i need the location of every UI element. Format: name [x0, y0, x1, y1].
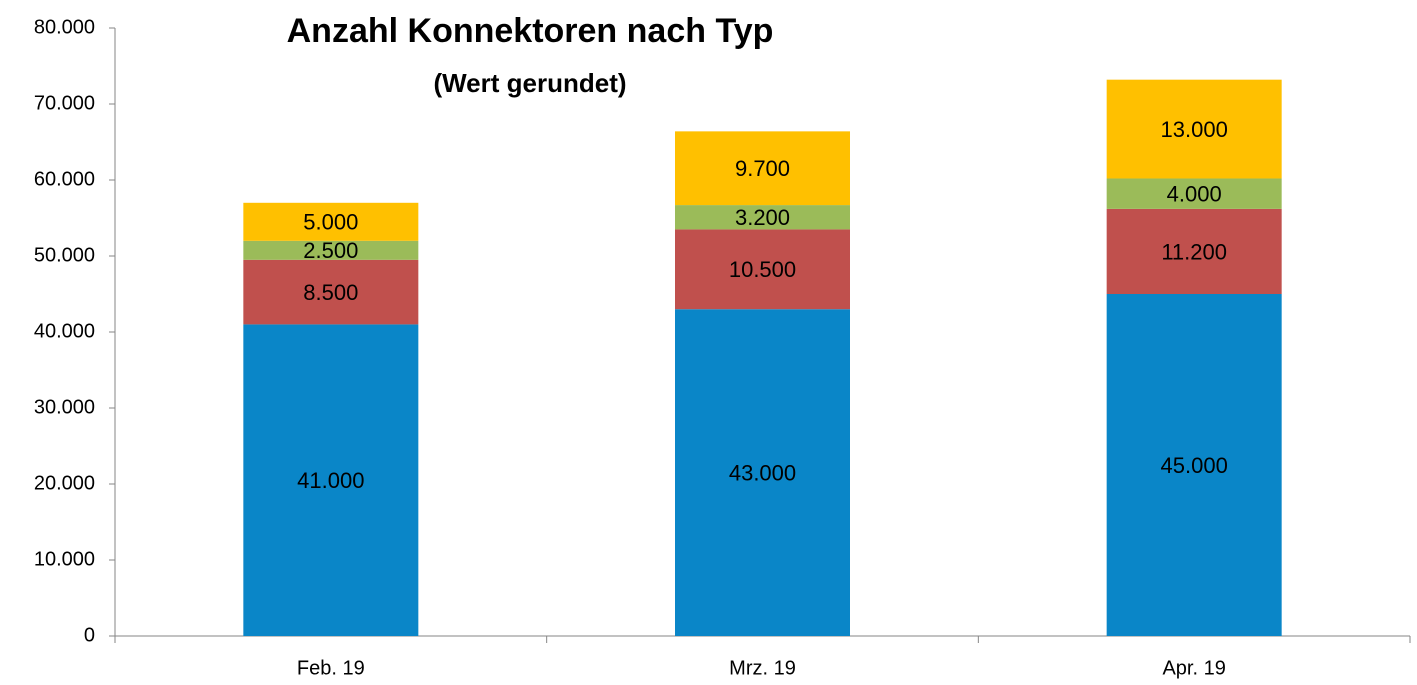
- data-label: 43.000: [729, 460, 796, 485]
- x-tick-label: Mrz. 19: [729, 657, 796, 679]
- x-tick-label: Feb. 19: [297, 657, 365, 679]
- y-tick-label: 10.000: [34, 548, 95, 570]
- data-label: 4.000: [1167, 181, 1222, 206]
- bar-segment: [1106, 178, 1282, 209]
- y-tick-label: 40.000: [34, 320, 95, 342]
- bar-segment: [1106, 208, 1282, 294]
- y-tick-label: 0: [84, 624, 95, 646]
- bar-segment: [675, 205, 850, 230]
- data-label: 9.700: [735, 156, 790, 181]
- bar-segment: [243, 324, 419, 636]
- data-label: 10.500: [729, 257, 796, 282]
- data-label: 41.000: [297, 468, 364, 493]
- x-tick-label: Apr. 19: [1162, 657, 1225, 679]
- bar-segment: [243, 259, 419, 325]
- data-label: 5.000: [303, 210, 358, 235]
- y-tick-label: 20.000: [34, 472, 95, 494]
- data-label: 2.500: [303, 238, 358, 263]
- bar-segment: [1106, 79, 1282, 179]
- y-tick-label: 80.000: [34, 16, 95, 38]
- y-tick-label: 50.000: [34, 244, 95, 266]
- bar-segment: [675, 229, 850, 310]
- data-label: 8.500: [303, 280, 358, 305]
- bar-segment: [243, 240, 419, 260]
- bar-segment: [1106, 294, 1282, 636]
- y-tick-label: 60.000: [34, 168, 95, 190]
- data-label: 3.200: [735, 205, 790, 230]
- y-tick-label: 70.000: [34, 92, 95, 114]
- y-tick-label: 30.000: [34, 396, 95, 418]
- data-label: 45.000: [1161, 453, 1228, 478]
- bar-segment: [243, 202, 419, 241]
- data-label: 13.000: [1161, 117, 1228, 142]
- bar-segment: [675, 131, 850, 206]
- chart-title: Anzahl Konnektoren nach Typ: [287, 12, 774, 50]
- chart-subtitle: (Wert gerundet): [433, 68, 626, 98]
- data-label: 11.200: [1161, 239, 1227, 264]
- bar-segment: [675, 309, 850, 636]
